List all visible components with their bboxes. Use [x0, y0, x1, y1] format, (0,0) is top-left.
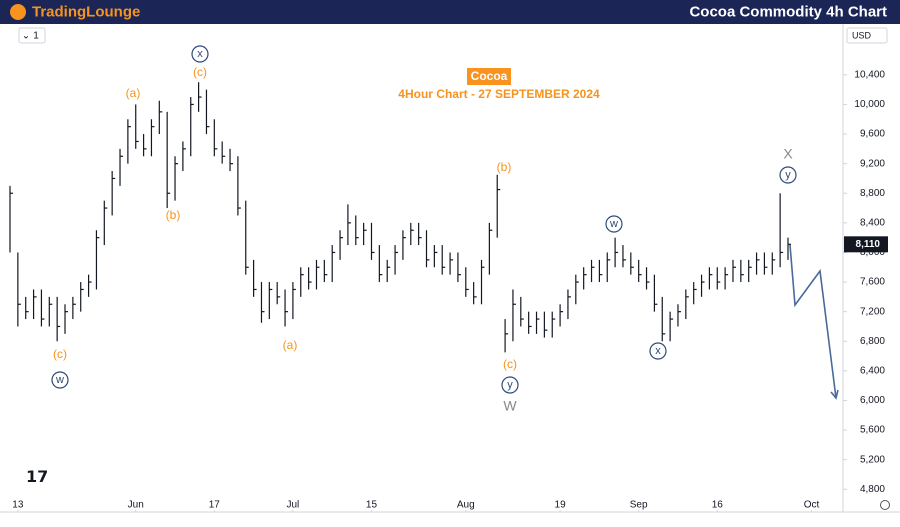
wave-label: (a) — [283, 338, 298, 352]
interval-box[interactable] — [18, 27, 46, 44]
wave-label: y — [785, 169, 791, 181]
wave-label: W — [503, 398, 517, 414]
y-tick-label: 5,600 — [860, 425, 885, 436]
header-title: Cocoa Commodity 4h Chart — [689, 3, 887, 20]
x-tick-label: Aug — [457, 500, 475, 511]
settings-icon[interactable] — [880, 500, 890, 510]
header-bar — [0, 0, 900, 24]
wave-circle — [779, 166, 797, 184]
wave-label: (a) — [126, 86, 141, 100]
y-tick-label: 5,200 — [860, 454, 885, 465]
wave-label: (b) — [497, 160, 512, 174]
x-tick-label: Jul — [287, 500, 300, 511]
tv-logo: 𝟭𝟳 — [26, 469, 48, 486]
y-tick-label: 8,000 — [860, 247, 885, 258]
x-tick-label: 19 — [555, 500, 567, 511]
wave-label: (c) — [193, 65, 207, 79]
wave-circle — [191, 45, 209, 63]
wave-label: (c) — [503, 357, 517, 371]
y-tick-label: 7,200 — [860, 306, 885, 317]
projection-path — [789, 244, 837, 399]
x-tick-label: Jun — [128, 500, 144, 511]
y-tick-label: 8,400 — [860, 217, 885, 228]
wave-label: y — [507, 379, 513, 391]
y-tick-label: 10,400 — [854, 69, 885, 80]
wave-label: x — [197, 48, 203, 60]
wave-label: (c) — [53, 347, 67, 361]
last-price-label: 8,110 — [856, 239, 881, 250]
chart-title: Cocoa — [471, 69, 508, 83]
currency-box[interactable] — [846, 27, 888, 44]
wave-circle — [605, 215, 623, 233]
last-price-tag — [844, 236, 888, 253]
x-tick-label: Sep — [630, 500, 648, 511]
y-tick-label: 8,800 — [860, 188, 885, 199]
interval[interactable]: 1 — [33, 31, 39, 42]
wave-label: (b) — [166, 208, 181, 222]
plot: 4,800 5,200 5,600 6,000 6,400 6,800 7,200 7,600… — [9, 69, 885, 512]
wave-label: X — [783, 146, 793, 162]
x-tick-label: 13 — [12, 500, 24, 511]
wave-label: w — [609, 218, 618, 230]
y-tick-label: 6,000 — [860, 395, 885, 406]
y-tick-label: 9,600 — [860, 129, 885, 140]
x-tick-label: 16 — [712, 500, 724, 511]
brand: TradingLounge — [32, 3, 140, 20]
y-tick-label: 7,600 — [860, 277, 885, 288]
chart-subtitle: 4Hour Chart - 27 SEPTEMBER 2024 — [398, 87, 600, 101]
wave-label: w — [55, 374, 64, 386]
y-tick-label: 10,000 — [854, 99, 885, 110]
x-tick-label: 15 — [366, 500, 378, 511]
wave-circle — [649, 342, 667, 360]
wave-circle — [501, 376, 519, 394]
x-tick-label: Oct — [804, 500, 820, 511]
y-tick-label: 4,800 — [860, 484, 885, 495]
title-box — [467, 68, 511, 85]
wave-circle — [51, 371, 69, 389]
y-tick-label: 6,400 — [860, 366, 885, 377]
y-tick-label: 6,800 — [860, 336, 885, 347]
y-tick-label: 9,200 — [860, 158, 885, 169]
currency[interactable]: USD — [852, 30, 872, 40]
chevron[interactable]: ⌄ — [22, 31, 30, 42]
x-tick-label: 17 — [209, 500, 221, 511]
wave-label: x — [655, 345, 661, 357]
projection-arrow — [830, 389, 839, 400]
logo-icon — [10, 4, 26, 20]
